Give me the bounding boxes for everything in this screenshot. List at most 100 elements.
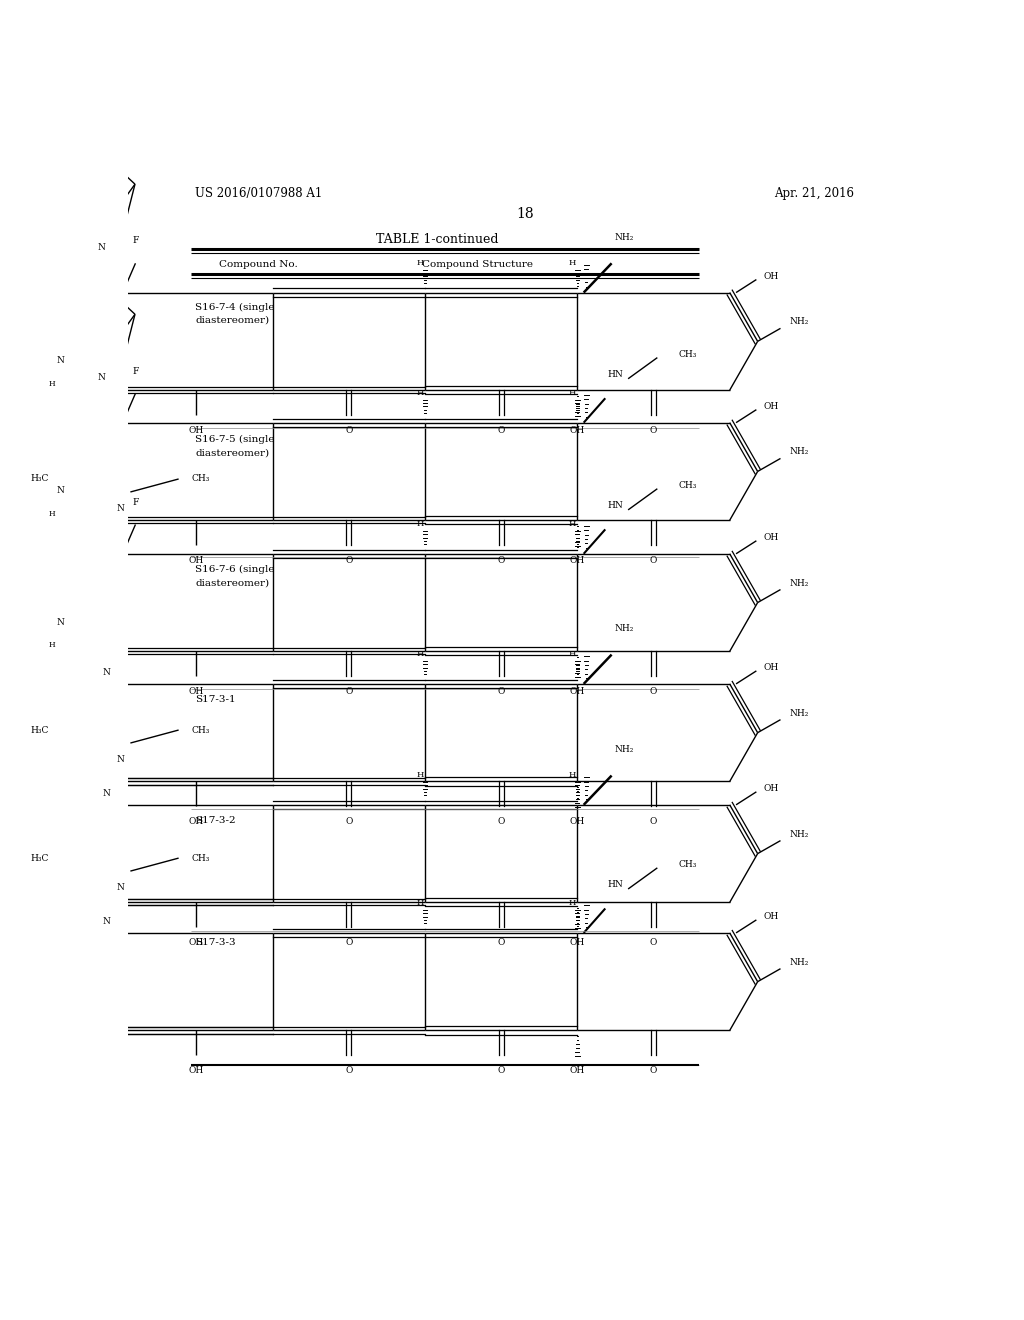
Text: S16-7-4 (single: S16-7-4 (single	[196, 302, 275, 312]
Text: OH: OH	[188, 817, 204, 826]
Text: CH₃: CH₃	[191, 854, 210, 862]
Text: NH₂: NH₂	[614, 234, 634, 242]
Text: H: H	[416, 771, 424, 779]
Text: H: H	[416, 520, 424, 528]
Text: S16-7-5 (single: S16-7-5 (single	[196, 434, 275, 444]
Text: O: O	[345, 939, 352, 948]
Text: O: O	[498, 939, 505, 948]
Text: OH: OH	[569, 939, 585, 948]
Text: O: O	[345, 1067, 352, 1076]
Text: O: O	[345, 688, 352, 696]
Text: Compound No.: Compound No.	[219, 260, 298, 268]
Text: O: O	[345, 426, 352, 434]
Text: O: O	[345, 817, 352, 826]
Text: NH₂: NH₂	[790, 317, 809, 326]
Text: H₃C: H₃C	[31, 726, 49, 734]
Text: US 2016/0107988 A1: US 2016/0107988 A1	[196, 187, 323, 201]
Text: H: H	[416, 388, 424, 396]
Text: CH₃: CH₃	[679, 861, 697, 869]
Text: OH: OH	[188, 426, 204, 434]
Text: N: N	[97, 372, 105, 381]
Text: H: H	[568, 259, 575, 267]
Text: H: H	[568, 899, 575, 907]
Text: N: N	[56, 618, 65, 627]
Text: OH: OH	[764, 401, 779, 411]
Text: TABLE 1-continued: TABLE 1-continued	[376, 234, 499, 247]
Text: NH₂: NH₂	[790, 447, 809, 457]
Text: NH₂: NH₂	[614, 624, 634, 634]
Text: H: H	[416, 899, 424, 907]
Text: F: F	[132, 236, 138, 246]
Text: OH: OH	[188, 556, 204, 565]
Text: OH: OH	[764, 272, 779, 281]
Text: diastereomer): diastereomer)	[196, 447, 269, 457]
Text: Apr. 21, 2016: Apr. 21, 2016	[774, 187, 854, 201]
Text: H₃C: H₃C	[31, 854, 49, 862]
Text: H: H	[568, 649, 575, 657]
Text: N: N	[56, 356, 65, 366]
Text: O: O	[498, 817, 505, 826]
Text: N: N	[102, 668, 110, 677]
Text: OH: OH	[764, 912, 779, 921]
Text: O: O	[345, 556, 352, 565]
Text: O: O	[650, 688, 657, 696]
Text: F: F	[132, 367, 138, 375]
Text: O: O	[650, 1067, 657, 1076]
Text: OH: OH	[569, 556, 585, 565]
Text: NH₂: NH₂	[790, 578, 809, 587]
Text: 18: 18	[516, 207, 534, 222]
Text: S17-3-1: S17-3-1	[196, 696, 237, 704]
Text: O: O	[498, 556, 505, 565]
Text: CH₃: CH₃	[191, 726, 210, 734]
Text: S16-7-6 (single: S16-7-6 (single	[196, 565, 275, 574]
Text: N: N	[97, 243, 105, 252]
Text: O: O	[498, 1067, 505, 1076]
Text: OH: OH	[764, 663, 779, 672]
Text: diastereomer): diastereomer)	[196, 315, 269, 325]
Text: OH: OH	[569, 1067, 585, 1076]
Text: OH: OH	[764, 533, 779, 543]
Text: O: O	[650, 426, 657, 434]
Text: OH: OH	[188, 688, 204, 696]
Text: diastereomer): diastereomer)	[196, 578, 269, 587]
Text: OH: OH	[569, 688, 585, 696]
Text: O: O	[498, 426, 505, 434]
Text: CH₃: CH₃	[191, 474, 210, 483]
Text: CH₃: CH₃	[679, 350, 697, 359]
Text: NH₂: NH₂	[790, 829, 809, 838]
Text: NH₂: NH₂	[614, 746, 634, 755]
Text: Compound Structure: Compound Structure	[422, 260, 532, 268]
Text: N: N	[102, 789, 110, 799]
Text: NH₂: NH₂	[790, 709, 809, 718]
Text: N: N	[56, 487, 65, 495]
Text: F: F	[132, 498, 138, 507]
Text: H: H	[568, 771, 575, 779]
Text: OH: OH	[764, 784, 779, 793]
Text: OH: OH	[569, 426, 585, 434]
Text: N: N	[102, 917, 110, 927]
Text: H: H	[416, 649, 424, 657]
Text: O: O	[650, 556, 657, 565]
Text: H: H	[568, 520, 575, 528]
Text: S17-3-2: S17-3-2	[196, 816, 237, 825]
Text: H: H	[416, 259, 424, 267]
Text: N: N	[117, 883, 124, 892]
Text: O: O	[650, 817, 657, 826]
Text: H: H	[48, 640, 55, 649]
Text: HN: HN	[607, 370, 624, 379]
Text: N: N	[117, 504, 124, 512]
Text: H: H	[568, 388, 575, 396]
Text: N: N	[117, 755, 124, 764]
Text: NH₂: NH₂	[790, 958, 809, 966]
Text: HN: HN	[607, 880, 624, 888]
Text: OH: OH	[569, 817, 585, 826]
Text: H₃C: H₃C	[31, 474, 49, 483]
Text: OH: OH	[188, 1067, 204, 1076]
Text: OH: OH	[188, 939, 204, 948]
Text: O: O	[650, 939, 657, 948]
Text: CH₃: CH₃	[679, 480, 697, 490]
Text: H: H	[48, 510, 55, 517]
Text: O: O	[498, 688, 505, 696]
Text: H: H	[48, 380, 55, 388]
Text: HN: HN	[607, 500, 624, 510]
